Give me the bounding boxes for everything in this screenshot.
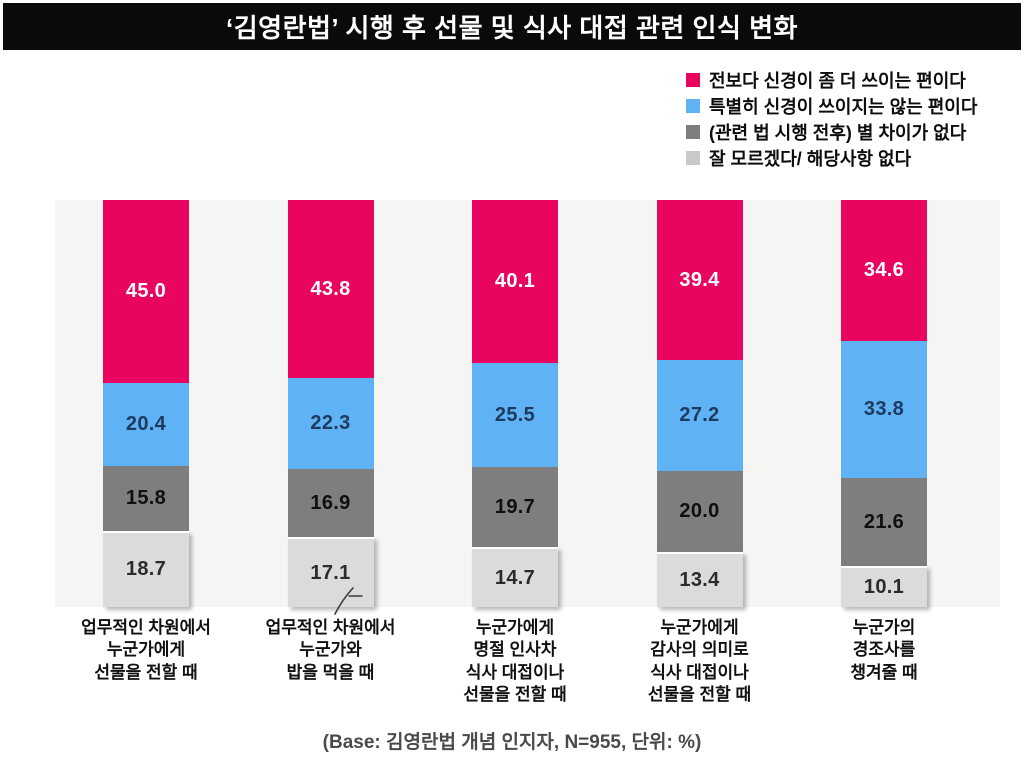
stacked-bar: 34.6 33.8 21.6 10.1 — [841, 200, 927, 607]
bar-segment: 16.9 — [287, 468, 374, 538]
bar-segment: 13.4 — [656, 552, 743, 607]
bar-segment: 40.1 — [472, 200, 558, 364]
segment-value-label: 43.8 — [310, 277, 351, 300]
legend-swatch-icon — [686, 73, 700, 87]
segment-value-label: 15.8 — [125, 487, 167, 510]
segment-value-label: 39.4 — [679, 268, 720, 291]
segment-value-label: 14.7 — [494, 566, 536, 589]
category-label: 누군가의 경조사를 챙겨줄 때 — [850, 618, 918, 682]
segment-value-label: 25.5 — [494, 403, 536, 426]
category-labels: 업무적인 차원에서 누군가에게 선물을 전할 때 업무적인 차원에서 누군가와 밥을 먹을… — [0, 617, 1024, 729]
legend-label: (관련 법 시행 전후) 별 차이가 없다 — [709, 123, 967, 143]
category-label: 누군가에게 감사의 의미로 식사 대접이나 선물을 전할 때 — [647, 618, 752, 705]
segment-value-label: 22.3 — [310, 411, 351, 434]
bar-segment: 17.1 — [287, 537, 374, 607]
bar-segment: 20.0 — [656, 471, 743, 553]
stacked-bar: 45.0 20.4 15.8 18.7 — [103, 200, 189, 607]
category-label: 업무적인 차원에서 누군가에게 선물을 전할 때 — [81, 618, 211, 682]
bar-segment: 21.6 — [841, 478, 927, 566]
legend-label: 잘 모르겠다/ 해당사항 없다 — [709, 149, 912, 169]
segment-value-label: 40.1 — [494, 270, 536, 293]
legend-item: 전보다 신경이 좀 더 쓰이는 편이다 — [686, 67, 977, 93]
segment-value-label: 27.2 — [679, 404, 720, 427]
bar-segment: 43.8 — [287, 200, 374, 379]
legend-label: 특별히 신경이 쓰이지는 않는 편이다 — [709, 97, 978, 117]
bar-segment: 39.4 — [656, 200, 743, 361]
legend-item: (관련 법 시행 전후) 별 차이가 없다 — [686, 119, 977, 145]
segment-value-label: 45.0 — [125, 280, 167, 303]
bar-segment: 22.3 — [287, 378, 374, 469]
stacked-bar: 40.1 25.5 19.7 14.7 — [472, 200, 558, 607]
pen-scribble-mark — [334, 587, 363, 615]
segment-value-label: 33.8 — [863, 397, 905, 420]
bar-segment: 27.2 — [656, 360, 743, 472]
segment-value-label: 34.6 — [863, 258, 905, 281]
legend-swatch-icon — [686, 151, 700, 165]
stacked-bar: 39.4 27.2 20.0 13.4 — [656, 200, 743, 607]
bar-segment: 33.8 — [841, 340, 927, 479]
legend-swatch-icon — [686, 125, 700, 139]
bar-segment: 19.7 — [472, 466, 558, 548]
segment-value-label: 13.4 — [679, 569, 720, 592]
bar-segment: 25.5 — [472, 363, 558, 467]
segment-value-label: 16.9 — [310, 491, 351, 514]
segment-value-label: 20.4 — [125, 413, 167, 436]
bar-segment: 14.7 — [472, 547, 558, 607]
bar-segment: 15.8 — [103, 466, 189, 531]
category-label: 누군가에게 명절 인사차 식사 대접이나 선물을 전할 때 — [463, 618, 567, 705]
segment-value-label: 19.7 — [494, 495, 536, 518]
segment-value-label: 21.6 — [863, 510, 905, 533]
bar-segment: 10.1 — [841, 565, 927, 607]
title-banner: ‘김영란법’ 시행 후 선물 및 식사 대접 관련 인식 변화 — [3, 3, 1021, 50]
legend-item: 잘 모르겠다/ 해당사항 없다 — [686, 145, 977, 171]
bar-segment: 20.4 — [103, 383, 189, 467]
page-title: ‘김영란법’ 시행 후 선물 및 식사 대접 관련 인식 변화 — [226, 13, 798, 43]
legend-label: 전보다 신경이 좀 더 쓰이는 편이다 — [709, 71, 966, 91]
stacked-bar: 43.8 22.3 16.9 17.1 — [287, 200, 374, 607]
segment-value-label: 20.0 — [679, 500, 720, 523]
bar-segment: 45.0 — [103, 200, 189, 384]
segment-value-label: 18.7 — [125, 558, 167, 581]
legend-item: 특별히 신경이 쓰이지는 않는 편이다 — [686, 93, 977, 119]
bar-segment: 34.6 — [841, 200, 927, 341]
category-label: 업무적인 차원에서 누군가와 밥을 먹을 때 — [265, 618, 396, 682]
base-note: (Base: 김영란법 개념 인지자, N=955, 단위: %) — [322, 732, 702, 753]
segment-value-label: 17.1 — [310, 561, 351, 584]
legend-swatch-icon — [686, 99, 700, 113]
segment-value-label: 10.1 — [863, 575, 905, 598]
bar-segment: 18.7 — [103, 530, 189, 607]
chart-area: 45.0 20.4 15.8 18.7 43.8 22.3 16.9 17.1 40.1 25.5… — [55, 200, 1000, 607]
